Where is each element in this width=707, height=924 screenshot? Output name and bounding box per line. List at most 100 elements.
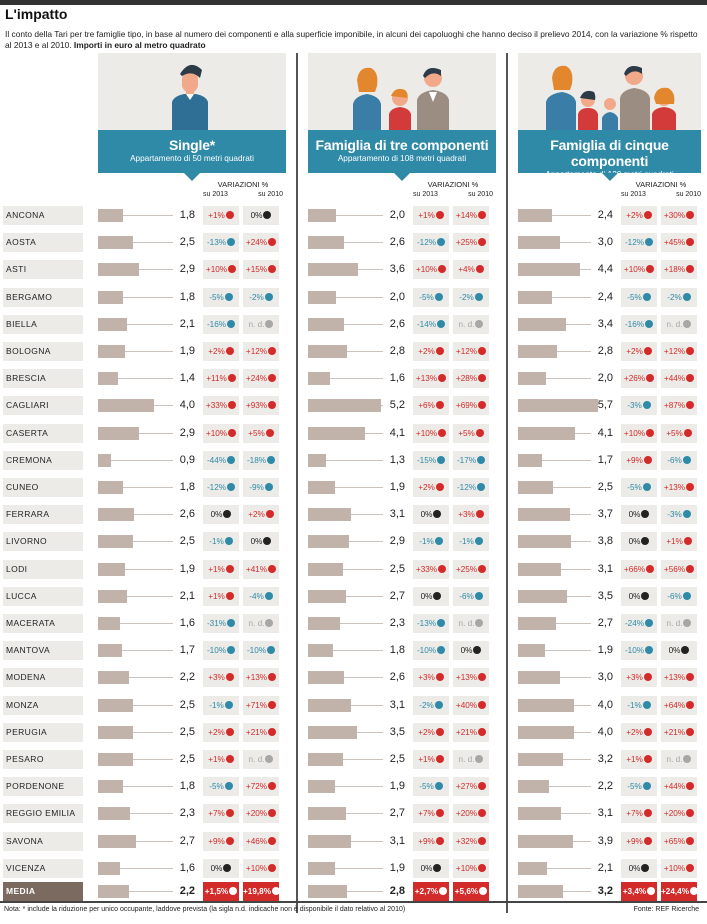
arrow-down-icon: [264, 482, 273, 491]
arrow-down-icon: [645, 645, 654, 654]
change-2010-badge: +72%: [243, 777, 279, 796]
change-2013-badge: +1%: [203, 750, 239, 769]
equal-icon: [641, 509, 650, 518]
arrow-down-icon: [224, 700, 233, 709]
arrow-down-icon: [437, 645, 446, 654]
value-bar: [98, 617, 120, 630]
change-2013-badge: +10%: [621, 260, 657, 279]
change-2010-badge: +12%: [243, 342, 279, 361]
value-bar: [98, 399, 154, 412]
change-value: +2%: [418, 347, 435, 356]
change-value: 0%: [250, 211, 263, 220]
equal-icon: [223, 863, 232, 872]
value-label: 2,4: [597, 291, 613, 303]
leader-line: [120, 623, 173, 624]
value-label: 4,0: [597, 699, 613, 711]
change-value: +4%: [458, 265, 475, 274]
equal-icon: [223, 509, 232, 518]
arrow-up-icon: [438, 564, 447, 573]
change-value: +1%: [208, 211, 225, 220]
table-row: CAGLIARI 4,0 +33% +93% 5,2 +6% +69% 5,7 -3% +87%: [0, 393, 707, 418]
value-bar: [98, 535, 133, 548]
leader-line: [139, 269, 173, 270]
value-bar: [98, 454, 111, 467]
change-value: +7%: [208, 809, 225, 818]
change-2013-badge: -12%: [413, 233, 449, 252]
value-bar: [98, 780, 123, 793]
value-bar: [518, 699, 574, 712]
value-bar: [98, 862, 120, 875]
arrow-up-icon: [478, 210, 487, 219]
change-value: -2%: [459, 293, 474, 302]
equal-icon: [473, 645, 482, 654]
arrow-down-icon: [434, 700, 443, 709]
leader-line: [570, 514, 591, 515]
change-2010-badge: +1%: [661, 532, 697, 551]
arrow-up-icon: [646, 564, 655, 573]
leader-line: [133, 705, 173, 706]
value-label: 2,8: [389, 345, 405, 357]
value-label: 4,0: [597, 726, 613, 738]
change-2010-badge: -2%: [661, 288, 697, 307]
change-2010-badge: -9%: [243, 478, 279, 497]
change-2013-badge: -31%: [203, 614, 239, 633]
city-label: SAVONA: [3, 832, 83, 851]
table-row: PERUGIA 2,5 +2% +21% 3,5 +2% +21% 4,0 +2% +21%: [0, 720, 707, 745]
change-value: n. d.: [666, 619, 683, 628]
city-label: VICENZA: [3, 859, 83, 878]
change-2013-badge: -10%: [203, 641, 239, 660]
arrow-up-icon: [268, 727, 277, 736]
value-bar: [518, 454, 542, 467]
arrow-up-icon: [265, 428, 274, 437]
city-label: LODI: [3, 560, 83, 579]
table-row: MODENA 2,2 +3% +13% 2,6 +3% +13% 3,0 +3% +13%: [0, 665, 707, 690]
change-2010-badge: 0%: [243, 532, 279, 551]
band-three: Famiglia di tre componenti Appartamento …: [308, 130, 496, 181]
leader-line: [343, 759, 383, 760]
value-label: 2,1: [597, 862, 613, 874]
change-value: -13%: [206, 238, 227, 247]
value-bar: [308, 835, 351, 848]
var-header-three: VARIAZIONI % su 2013 su 2010: [413, 180, 493, 198]
change-2010-badge: +46%: [243, 832, 279, 851]
leader-line: [120, 868, 173, 869]
value-label: 2,8: [389, 885, 405, 897]
arrow-up-icon: [686, 727, 695, 736]
arrow-up-icon: [686, 400, 695, 409]
var-sub-2010: su 2010: [676, 191, 701, 198]
footer-rule: [0, 901, 707, 924]
leader-line: [556, 623, 591, 624]
equal-icon: [641, 591, 650, 600]
arrow-down-icon: [437, 455, 446, 464]
not-available-icon: [265, 754, 274, 763]
change-value: +2,7%: [414, 887, 439, 896]
arrow-up-icon: [435, 210, 444, 219]
change-value: +71%: [245, 701, 268, 710]
value-label: 3,4: [597, 318, 613, 330]
change-value: 0%: [250, 537, 263, 546]
value-bar: [518, 318, 566, 331]
arrow-up-icon: [643, 808, 652, 817]
var-sub-2010: su 2010: [468, 191, 493, 198]
change-2010-badge: -6%: [453, 587, 489, 606]
change-value: +27%: [455, 782, 478, 791]
change-value: n. d.: [458, 619, 475, 628]
leader-line: [347, 891, 383, 892]
table-row: ASTI 2,9 +10% +15% 3,6 +10% +4% 4,4 +10% +18%: [0, 257, 707, 282]
leader-line: [346, 813, 383, 814]
value-label: 3,7: [597, 508, 613, 520]
leader-line: [336, 297, 383, 298]
arrow-up-icon: [268, 700, 277, 709]
arrow-up-icon: [435, 672, 444, 681]
equal-icon: [641, 536, 650, 545]
change-2013-badge: +1%: [203, 206, 239, 225]
arrow-up-icon: [686, 808, 695, 817]
arrow-up-icon: [646, 373, 655, 382]
value-bar: [308, 372, 330, 385]
change-2010-badge: +4%: [453, 260, 489, 279]
arrow-up-icon: [475, 264, 484, 273]
change-2010-badge: n. d.: [453, 614, 489, 633]
change-2010-badge: n. d.: [661, 614, 697, 633]
change-2010-badge: +10%: [243, 859, 279, 878]
change-2013-badge: -1%: [203, 696, 239, 715]
